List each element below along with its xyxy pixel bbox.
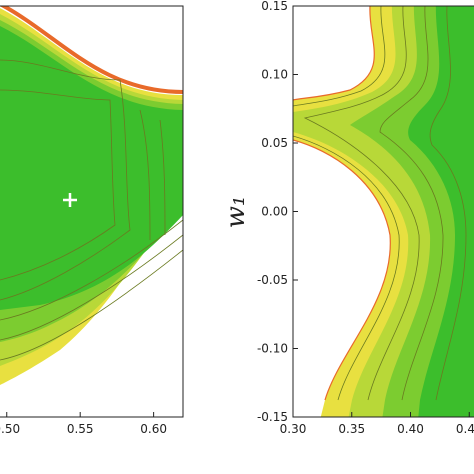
x-tick-label: 0.45 <box>456 422 474 436</box>
y-tick-label: 0.15 <box>261 0 288 13</box>
x-tick-label: 0.60 <box>140 422 167 436</box>
contour-fill-left <box>0 6 183 417</box>
x-tick-label: 0.55 <box>67 422 94 436</box>
y-tick-label: 0.00 <box>261 205 288 219</box>
y-axis-label: w₁ <box>221 196 251 229</box>
x-tick-label: 0.30 <box>280 422 307 436</box>
x-tick-label: 0.50 <box>0 422 20 436</box>
contour-fill-right <box>293 6 474 417</box>
y-tick-label: 0.05 <box>261 136 288 150</box>
y-tick-label: 0.10 <box>261 68 288 82</box>
y-tick-label: -0.05 <box>257 273 288 287</box>
x-tick-label: 0.35 <box>338 422 365 436</box>
x-tick-label: 0.40 <box>397 422 424 436</box>
y-tick-label: -0.10 <box>257 342 288 356</box>
axes-frame-left <box>0 5 184 418</box>
y-tick-label: -0.15 <box>257 410 288 424</box>
